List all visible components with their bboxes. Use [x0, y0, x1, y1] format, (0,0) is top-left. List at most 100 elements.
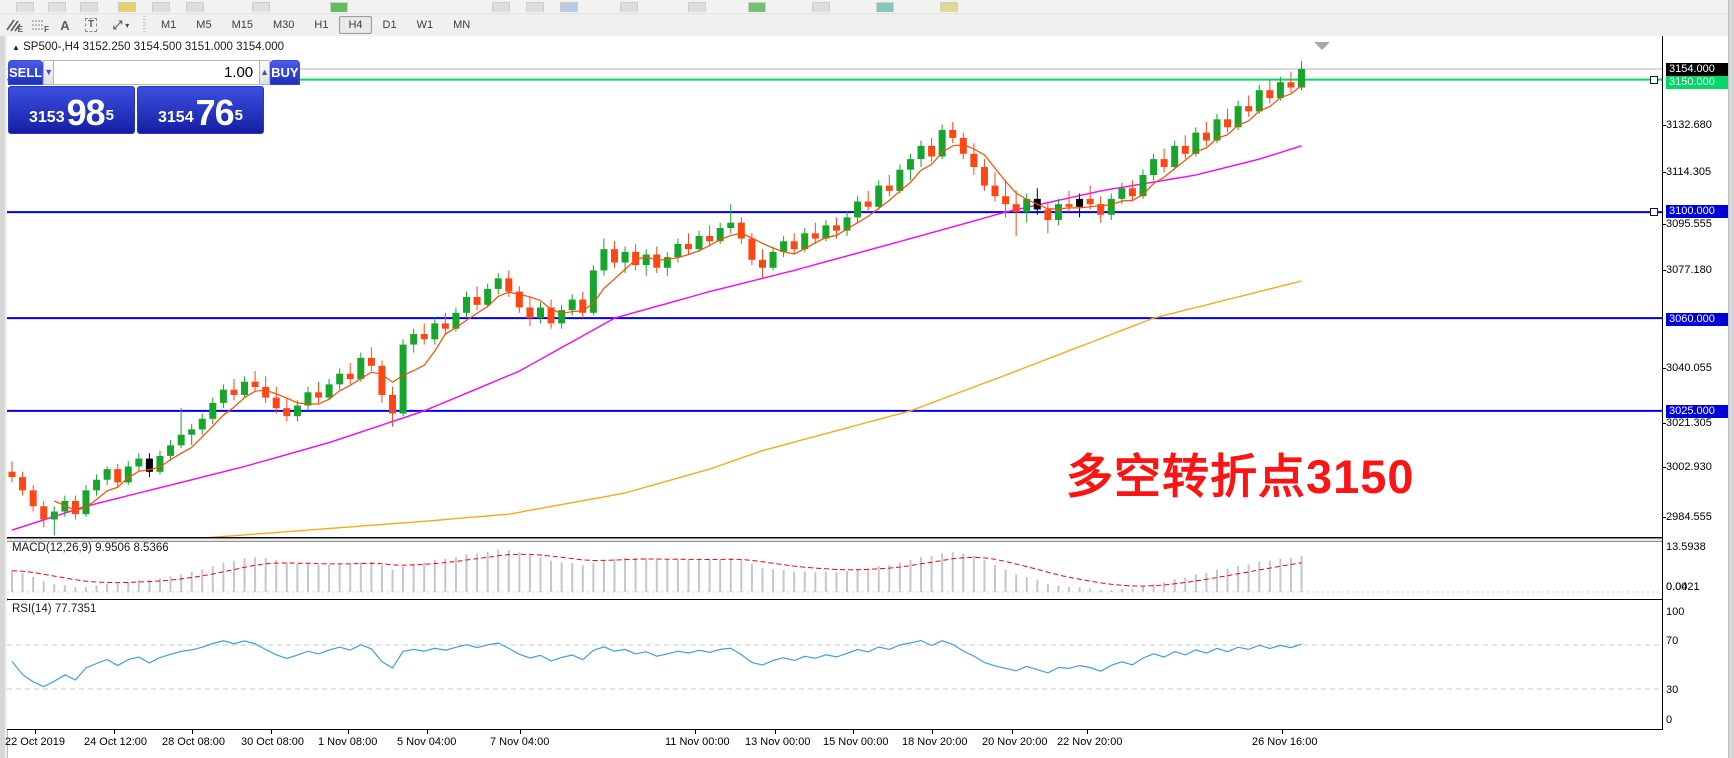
bid-pips: 98: [66, 92, 106, 133]
time-label: 20 Nov 20:00: [982, 736, 1048, 748]
timeframe-button-m15[interactable]: M15: [231, 19, 253, 31]
time-label: 18 Nov 20:00: [902, 736, 968, 748]
arrange-objects-icon[interactable]: ⤢ ▾: [104, 15, 138, 35]
pane-separator[interactable]: [7, 599, 1663, 600]
main-price-pane[interactable]: [7, 36, 1662, 537]
time-tick: [932, 730, 933, 734]
text-label-glyph: A: [60, 17, 70, 33]
price-line-label: 3154.000: [1666, 63, 1728, 76]
symbol-name: SP500-,H4: [23, 41, 80, 53]
clipped-icon: [252, 2, 270, 12]
timeframe-button-m5[interactable]: M5: [196, 19, 212, 31]
text-box-icon[interactable]: T: [78, 15, 104, 35]
time-tick: [1282, 730, 1283, 734]
clipped-toolbar-strip: [0, 0, 1734, 14]
price-line-label: 3150.000: [1666, 76, 1728, 89]
macd-signal-line: [11, 553, 1302, 587]
time-label: 28 Oct 08:00: [162, 736, 225, 748]
toolbar-grip[interactable]: [141, 16, 148, 34]
time-tick: [192, 730, 193, 734]
price-tick-label: 3095.555: [1666, 218, 1712, 230]
dropdown-caret-icon: ▾: [125, 20, 130, 30]
volume-increase-button[interactable]: ▲: [259, 60, 271, 85]
clipped-icon: [48, 2, 66, 12]
volume-decrease-button[interactable]: ▼: [43, 60, 55, 85]
time-label: 22 Nov 20:00: [1057, 736, 1123, 748]
timeframe-button-w1[interactable]: W1: [416, 19, 434, 31]
time-label: 26 Nov 16:00: [1252, 736, 1318, 748]
text-box-glyph: T: [84, 18, 98, 32]
clipped-icon: [526, 2, 544, 12]
rsi-scale-label: 100: [1666, 606, 1685, 618]
time-tick: [853, 730, 854, 734]
arrange-glyph: ⤢: [112, 17, 123, 32]
buy-button[interactable]: BUY: [270, 60, 300, 85]
axis-tick: [1662, 270, 1666, 271]
price-tick-label: 3077.180: [1666, 264, 1712, 276]
horizontal-lines: [7, 78, 1662, 412]
timeframe-button-m30[interactable]: M30: [272, 19, 295, 31]
timeframe-button-h4[interactable]: H4: [339, 16, 372, 34]
pane-separator[interactable]: [7, 537, 1663, 538]
macd-scale-bottom: 0.0421: [1666, 581, 1700, 593]
chart-annotation-text: 多空转折点3150: [1066, 450, 1415, 503]
time-label: 5 Nov 04:00: [397, 736, 457, 748]
time-tick: [35, 730, 36, 734]
time-tick: [695, 730, 696, 734]
time-tick: [427, 730, 428, 734]
time-tick: [1087, 730, 1088, 734]
axis-tick: [1662, 423, 1666, 424]
timeframe-button-d1[interactable]: D1: [382, 19, 397, 31]
price-line-label: 3025.000: [1666, 405, 1728, 418]
time-label: 13 Nov 00:00: [745, 736, 811, 748]
ask-price-box[interactable]: 3154 76 5: [137, 86, 264, 134]
bid-price-box[interactable]: 3153 98 5: [8, 86, 135, 134]
price-tick-label: 3132.680: [1666, 119, 1712, 131]
timeframe-button-mn[interactable]: MN: [453, 19, 471, 31]
price-line-label: 3100.000: [1666, 205, 1728, 218]
clipped-icon: [152, 2, 170, 12]
indicator-crayon-icon[interactable]: E: [0, 15, 26, 35]
macd-label: MACD(12,26,9) 9.9506 8.5366: [12, 542, 169, 554]
rsi-scale-label: 30: [1666, 684, 1679, 696]
time-label: 15 Nov 00:00: [823, 736, 889, 748]
timeframe-button-h1[interactable]: H1: [314, 19, 329, 31]
rsi-scale-label: 0: [1666, 714, 1673, 726]
macd-scale-zero: 0.00: [1666, 581, 1688, 593]
time-label: 24 Oct 12:00: [84, 736, 147, 748]
pane-separator-band[interactable]: [7, 538, 1662, 542]
macd-pane[interactable]: [7, 540, 1662, 598]
axis-tick: [1662, 224, 1666, 225]
clipped-icon: [492, 2, 510, 12]
rsi-label: RSI(14) 77.7351: [12, 603, 97, 615]
volume-input[interactable]: [54, 60, 260, 85]
timeframe-buttons: M1 M5 M15 M30 H1 H4 D1 W1 MN: [151, 16, 480, 34]
collapse-icon[interactable]: ▲: [12, 43, 20, 52]
axis-border: [7, 729, 1663, 730]
symbol-ohlc-line: ▲ SP500-,H4 3152.250 3154.500 3151.000 3…: [12, 41, 284, 53]
time-label: 22 Oct 2019: [5, 736, 65, 748]
clipped-icon: [118, 2, 136, 12]
time-tick: [114, 730, 115, 734]
line-selection-handle[interactable]: [1650, 75, 1658, 84]
grid-properties-icon[interactable]: F: [26, 15, 52, 35]
timeframe-button-m1[interactable]: M1: [161, 19, 177, 31]
candles-layer: [8, 61, 1306, 536]
ma-fast-line: [54, 84, 1302, 512]
clipped-icon: [330, 2, 348, 12]
time-tick: [1012, 730, 1013, 734]
clipped-icon: [620, 2, 638, 12]
ma-slow-line: [207, 280, 1302, 537]
sell-button[interactable]: SELL: [8, 60, 44, 85]
rsi-pane[interactable]: [7, 601, 1662, 729]
clipped-icon: [940, 2, 958, 12]
macd-histogram: [11, 549, 1303, 592]
time-tick: [520, 730, 521, 734]
chart-shift-marker: [1314, 42, 1330, 50]
clipped-icon: [186, 2, 204, 12]
text-label-icon[interactable]: A: [52, 15, 78, 35]
clipped-icon: [748, 2, 766, 12]
line-selection-handle[interactable]: [1650, 208, 1658, 217]
time-label: 11 Nov 00:00: [665, 736, 730, 748]
